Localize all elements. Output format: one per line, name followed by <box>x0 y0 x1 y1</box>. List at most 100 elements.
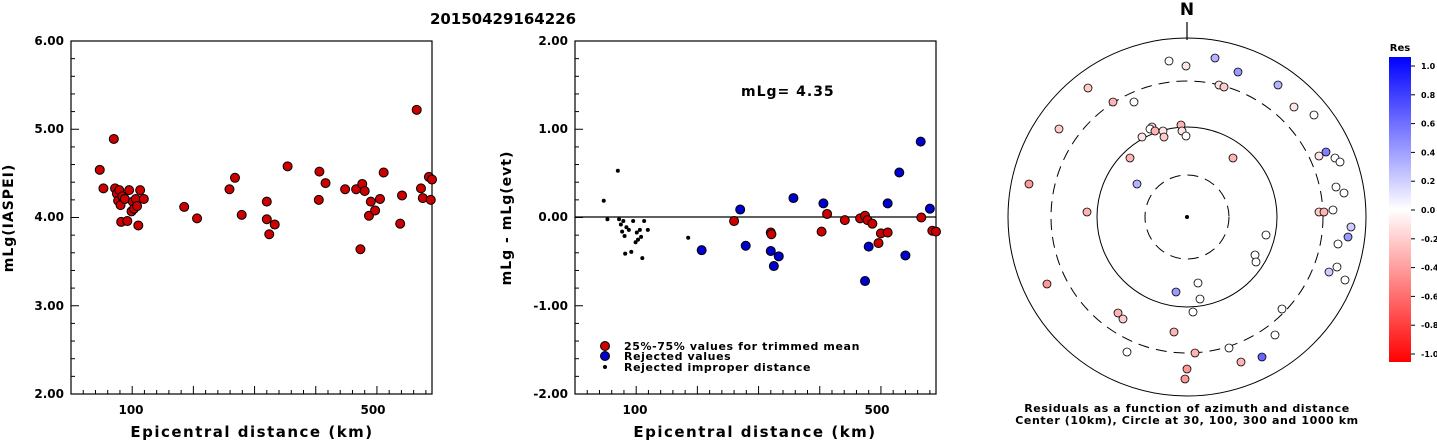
left-ytick-1: 5.00 <box>34 122 64 136</box>
improper-point <box>634 230 639 235</box>
improper-point <box>617 217 622 222</box>
polar-point <box>1164 56 1174 66</box>
polar-point <box>1082 207 1092 217</box>
left-point <box>122 216 133 227</box>
polar-point <box>1210 53 1220 63</box>
polar-point <box>1335 157 1345 167</box>
polar-point <box>1122 347 1132 357</box>
left-point <box>415 183 426 194</box>
colorbar-label: -0.8 <box>1421 321 1437 330</box>
polar-point <box>1182 364 1192 374</box>
rejected-point <box>900 250 911 261</box>
polar-panel: N Residuals as a function of azimuth and… <box>1007 0 1367 427</box>
polar-point <box>1228 153 1238 163</box>
colorbar-label: 0.6 <box>1421 120 1436 129</box>
polar-point <box>1137 132 1147 142</box>
colorbar-label: 0.0 <box>1421 206 1436 215</box>
polar-point <box>1289 102 1299 112</box>
rejected-point <box>882 198 893 209</box>
rejected-point <box>818 198 829 209</box>
polar-point <box>1343 232 1353 242</box>
polar-caption-line2: Center (10km), Circle at 30, 100, 300 an… <box>1015 414 1359 427</box>
polar-point <box>1042 279 1052 289</box>
improper-point <box>686 235 691 240</box>
rejected-point <box>860 276 871 287</box>
legend-marker-rejected <box>600 351 610 361</box>
improper-point <box>605 217 610 222</box>
improper-point <box>637 227 642 232</box>
left-point <box>132 201 143 212</box>
polar-point <box>1190 348 1200 358</box>
left-point <box>224 184 235 195</box>
improper-point <box>626 227 631 232</box>
polar-point <box>1132 179 1142 189</box>
improper-point <box>636 237 641 242</box>
left-x-axis-label: Epicentral distance (km) <box>130 423 373 441</box>
trimmed-point <box>873 238 884 249</box>
polar-point <box>1321 147 1331 157</box>
left-point <box>282 161 293 172</box>
mid-xtick-0: 100 <box>622 403 647 417</box>
left-point <box>133 220 144 231</box>
ring-1000km <box>1007 37 1367 397</box>
left-ytick-3: 3.00 <box>34 299 64 313</box>
colorbar: Res 1.0 0.8 0.6 0.4 0.2 0.0 -0.2 -0.4 -0.6 -0.8 -1… <box>1389 43 1437 362</box>
left-point <box>313 194 324 205</box>
polar-data-points <box>1024 53 1356 384</box>
polar-point <box>1181 131 1191 141</box>
colorbar-label: 0.8 <box>1421 91 1436 100</box>
trimmed-point <box>822 208 833 219</box>
rejected-point <box>696 245 707 256</box>
left-ytick-4: 2.00 <box>34 387 64 401</box>
left-point <box>425 194 436 205</box>
polar-point <box>1054 124 1064 134</box>
rejected-point <box>765 246 776 257</box>
polar-point <box>1118 314 1128 324</box>
left-panel: 6.00 5.00 4.00 3.00 2.00 100 500 Epicent… <box>1 34 437 441</box>
colorbar-labels: 1.0 0.8 0.6 0.4 0.2 0.0 -0.2 -0.4 -0.6 -0.8 -1.0 <box>1411 62 1437 359</box>
colorbar-gradient <box>1389 57 1411 362</box>
rejected-point <box>788 193 799 204</box>
trimmed-point <box>816 226 827 237</box>
left-point <box>269 219 280 230</box>
polar-point <box>1333 239 1343 249</box>
improper-point <box>601 198 606 203</box>
left-point <box>135 185 146 196</box>
improper-point <box>615 168 620 173</box>
polar-point <box>1331 182 1341 192</box>
left-point <box>108 133 119 144</box>
polar-point <box>1171 287 1181 297</box>
polar-point <box>1159 132 1169 142</box>
improper-point <box>631 219 636 224</box>
left-point <box>370 205 381 216</box>
mid-ytick-4: -2.00 <box>533 387 568 401</box>
middle-x-axis-label: Epicentral distance (km) <box>633 423 876 441</box>
improper-point <box>621 219 626 224</box>
colorbar-label: 0.4 <box>1421 148 1436 157</box>
colorbar-label: -0.2 <box>1421 235 1437 244</box>
improper-point <box>640 256 645 261</box>
polar-point <box>1309 110 1319 120</box>
left-xtick-0: 100 <box>118 403 143 417</box>
polar-point <box>1340 275 1350 285</box>
improper-point <box>633 240 638 245</box>
ring-300km <box>1050 80 1324 354</box>
polar-point <box>1319 207 1329 217</box>
trimmed-point <box>867 218 878 229</box>
trimmed-point <box>839 215 850 226</box>
polar-point <box>1113 308 1123 318</box>
ring-30km <box>1144 174 1230 260</box>
left-point <box>236 209 247 220</box>
trimmed-point <box>882 227 893 238</box>
colorbar-label: -0.6 <box>1421 292 1437 301</box>
legend-label-rejected: Rejected values <box>624 350 731 363</box>
polar-point <box>1180 374 1190 384</box>
mlg-annotation: mLg= 4.35 <box>741 84 835 100</box>
colorbar-label: -1.0 <box>1421 350 1437 359</box>
polar-point <box>1236 357 1246 367</box>
mid-xtick-4: 500 <box>864 403 889 417</box>
left-point <box>138 193 149 204</box>
polar-point <box>1277 304 1287 314</box>
polar-point <box>1346 222 1356 232</box>
